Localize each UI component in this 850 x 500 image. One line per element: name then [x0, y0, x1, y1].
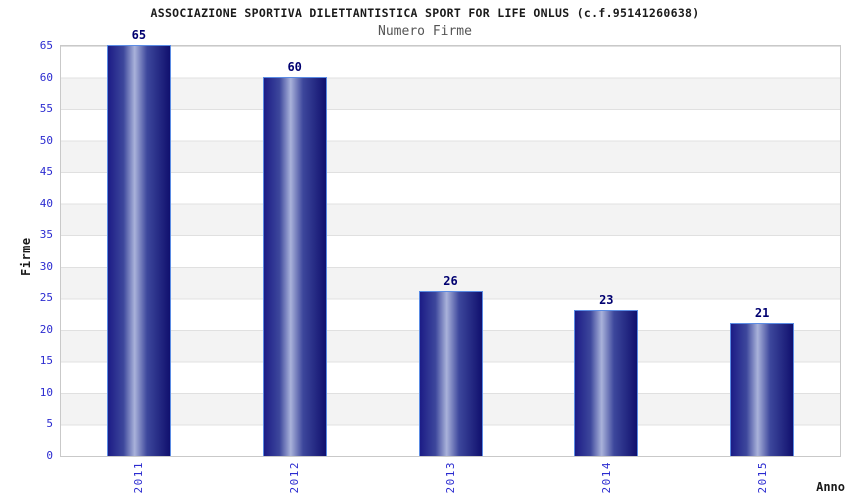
y-tick-label-50: 50 — [39, 133, 53, 147]
plot-area: 65 60 26 23 21 — [60, 28, 841, 457]
x-tick-label-2012: 2012 — [288, 461, 302, 494]
bar-2013 — [418, 291, 483, 456]
y-tick-label-55: 55 — [39, 102, 53, 116]
y-tick-label-15: 15 — [39, 354, 53, 368]
y-tick-label-30: 30 — [39, 259, 53, 273]
y-tick-label-60: 60 — [39, 70, 53, 84]
bar-2011 — [106, 45, 171, 456]
y-tick-label-35: 35 — [39, 228, 53, 242]
y-tick-label-20: 20 — [39, 322, 53, 336]
chart-subtitle: Numero Firme — [378, 24, 472, 39]
x-tick-label-2014: 2014 — [599, 461, 613, 494]
chart-title: ASSOCIAZIONE SPORTIVA DILETTANTISTICA SP… — [150, 6, 700, 20]
y-tick-label-25: 25 — [39, 291, 53, 305]
bar-value-label-2011: 65 — [131, 28, 147, 42]
y-tick-label-5: 5 — [46, 417, 53, 431]
y-tick-label-40: 40 — [39, 196, 53, 210]
y-tick-label-0: 0 — [46, 449, 53, 462]
x-axis-title: Anno — [816, 480, 845, 494]
y-tick-label-65: 65 — [39, 39, 53, 52]
x-tick-label-2011: 2011 — [132, 461, 146, 494]
bar-value-label-2012: 60 — [287, 60, 302, 74]
y-tick-label-10: 10 — [39, 385, 53, 399]
bar-2014 — [574, 310, 639, 456]
y-tick-label-45: 45 — [39, 165, 53, 179]
bar-value-label-2015: 21 — [754, 306, 770, 320]
bar-2012 — [262, 77, 327, 456]
bar-value-label-2014: 23 — [599, 293, 614, 307]
x-tick-label-2015: 2015 — [755, 461, 769, 494]
x-tick-label-2013: 2013 — [444, 461, 457, 494]
bar-2015 — [730, 323, 795, 456]
bar-value-label-2013: 26 — [443, 274, 458, 288]
